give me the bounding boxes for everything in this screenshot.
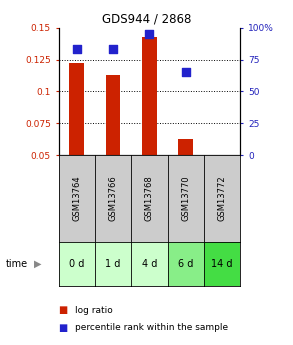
Text: percentile rank within the sample: percentile rank within the sample <box>75 323 228 332</box>
Point <box>183 69 188 75</box>
Text: GSM13770: GSM13770 <box>181 176 190 221</box>
Bar <box>69 63 84 155</box>
Bar <box>142 37 157 155</box>
Text: 4 d: 4 d <box>142 259 157 269</box>
Text: ■: ■ <box>59 306 68 315</box>
Text: GSM13764: GSM13764 <box>72 176 81 221</box>
Text: GDS944 / 2868: GDS944 / 2868 <box>102 12 191 25</box>
Point <box>74 47 79 52</box>
Text: 1 d: 1 d <box>105 259 121 269</box>
Text: log ratio: log ratio <box>75 306 113 315</box>
Text: 14 d: 14 d <box>211 259 233 269</box>
Text: 0 d: 0 d <box>69 259 84 269</box>
Bar <box>178 139 193 155</box>
Text: ▶: ▶ <box>34 259 42 269</box>
Text: GSM13766: GSM13766 <box>109 176 117 221</box>
Text: 6 d: 6 d <box>178 259 193 269</box>
Text: GSM13768: GSM13768 <box>145 176 154 221</box>
Bar <box>106 75 120 155</box>
Text: GSM13772: GSM13772 <box>218 176 226 221</box>
Point <box>147 31 152 37</box>
Point <box>111 47 115 52</box>
Text: time: time <box>6 259 28 269</box>
Text: ■: ■ <box>59 323 68 333</box>
